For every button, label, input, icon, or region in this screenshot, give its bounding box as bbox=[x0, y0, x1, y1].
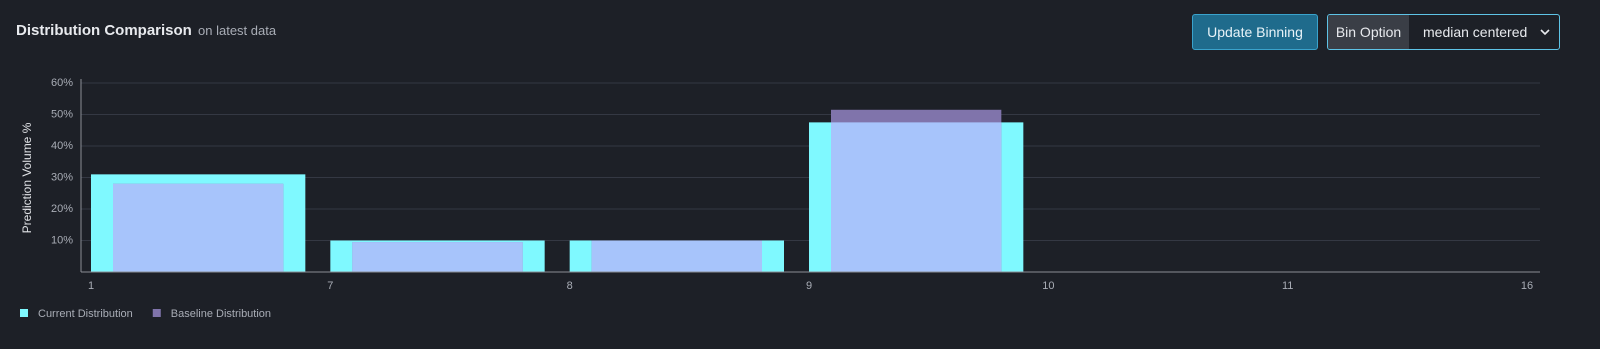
y-tick-label: 30% bbox=[51, 171, 73, 183]
legend-label: Baseline Distribution bbox=[171, 308, 271, 320]
x-tick-label: 11 bbox=[1282, 280, 1293, 292]
x-tick-label: 10 bbox=[1042, 280, 1054, 292]
select-value: median centered bbox=[1423, 24, 1528, 40]
y-axis-label: Prediction Volume % bbox=[20, 122, 34, 233]
y-tick-label: 60% bbox=[51, 77, 73, 89]
bin-option-select[interactable]: Bin Option median centered bbox=[1327, 14, 1560, 50]
legend-swatch bbox=[20, 309, 28, 317]
x-tick-label: 9 bbox=[806, 280, 812, 292]
x-tick-label: 8 bbox=[567, 280, 573, 292]
y-tick-label: 40% bbox=[51, 140, 73, 152]
chart-header: Distribution Comparison on latest data bbox=[16, 22, 276, 39]
select-label: Bin Option bbox=[1328, 15, 1409, 49]
y-tick-label: 20% bbox=[51, 203, 73, 215]
overlap-bar bbox=[352, 242, 523, 272]
chevron-icon bbox=[1540, 29, 1550, 36]
x-tick-label: 16 bbox=[1521, 280, 1533, 292]
select-value-box[interactable]: median centered bbox=[1409, 15, 1559, 49]
overlap-bar bbox=[831, 122, 1002, 272]
y-tick-label: 10% bbox=[51, 234, 73, 246]
overlap-bar bbox=[113, 183, 284, 272]
chart-title: Distribution Comparison bbox=[16, 22, 192, 39]
y-tick-label: 50% bbox=[51, 108, 73, 120]
x-tick-label: 1 bbox=[88, 280, 94, 292]
x-tick-label: 7 bbox=[327, 280, 333, 292]
chart-subtitle: on latest data bbox=[198, 23, 277, 38]
legend-label: Current Distribution bbox=[38, 308, 133, 320]
overlap-bar bbox=[591, 240, 762, 272]
legend-swatch bbox=[152, 309, 161, 317]
update-binning-button[interactable]: Update Binning bbox=[1192, 14, 1318, 50]
